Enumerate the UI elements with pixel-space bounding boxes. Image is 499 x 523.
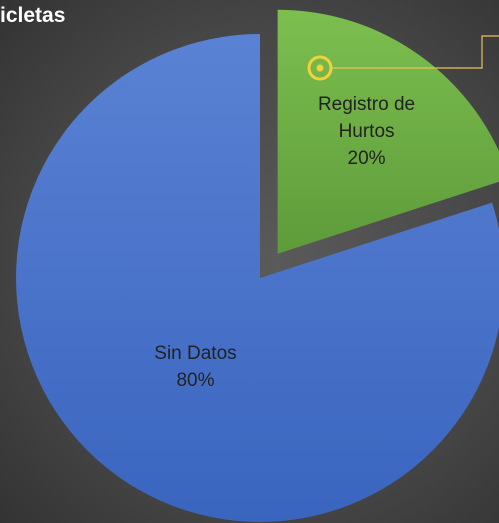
chart-title: icletas [0,4,66,27]
pie [16,9,499,522]
callout-icon [307,55,333,81]
slice-percent: 20% [347,147,386,169]
callout-line [332,35,499,69]
callout-icon-dot [316,64,324,72]
slice-name: Registro de Hurtos [317,93,416,142]
slice-percent: 80% [176,369,215,391]
pie-slice [16,34,499,522]
data-label: Sin Datos 80% [115,340,275,394]
slice-name: Sin Datos [154,342,237,364]
data-label: Registro de Hurtos 20% [297,91,437,172]
pie-slice [277,9,499,254]
